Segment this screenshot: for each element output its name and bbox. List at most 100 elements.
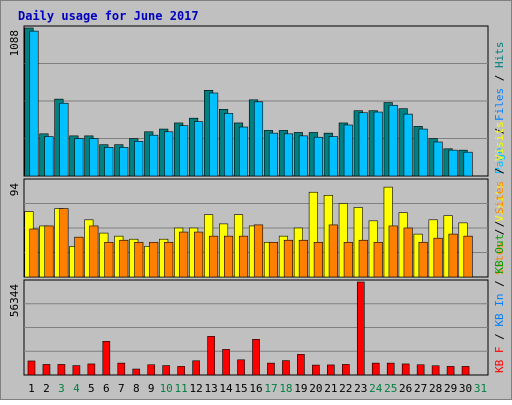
bar-pages-day-13: [209, 92, 219, 177]
bar-kbf-day-10: [162, 365, 170, 376]
x-tick-label: 10: [160, 382, 173, 395]
bar-pages-day-6: [104, 147, 114, 177]
bar-sites-day-18: [283, 239, 293, 278]
bar-kbf-day-27: [416, 364, 425, 376]
bar-pages-day-22: [343, 124, 353, 177]
bar-pages-day-2: [44, 136, 54, 177]
legend-part: KB In: [493, 294, 506, 327]
bar-pages-day-14: [224, 113, 234, 177]
bar-kbf-day-1: [27, 360, 36, 376]
bar-pages-day-18: [283, 133, 293, 177]
bar-pages-day-12: [194, 121, 204, 177]
x-tick-label: 23: [354, 382, 367, 395]
bar-sites-day-8: [134, 241, 144, 278]
bar-sites-day-22: [343, 241, 353, 278]
panel-visits-sites: 94 Sites / Visits: [8, 178, 506, 278]
bar-kbf-day-4: [72, 365, 81, 376]
bar-sites-day-9: [149, 241, 159, 278]
x-tick-label: 1: [28, 382, 35, 395]
bar-sites-day-24: [373, 241, 383, 278]
bar-pages-day-8: [134, 141, 144, 177]
bar-sites-day-1: [29, 228, 39, 278]
x-tick-label: 29: [444, 382, 457, 395]
x-tick-label: 12: [190, 382, 203, 395]
bar-visits-day-22: [338, 203, 348, 278]
y-max-label: 94: [8, 183, 21, 197]
bar-kbf-day-12: [192, 360, 200, 376]
bar-pages-day-26: [403, 113, 413, 177]
bar-kbf-day-14: [222, 349, 230, 376]
bar-kbf-day-19: [297, 354, 305, 376]
bar-sites-day-30: [463, 235, 473, 278]
legend-part: Files: [493, 88, 506, 121]
bar-sites-day-20: [313, 241, 323, 278]
x-tick-label: 26: [399, 382, 412, 395]
x-tick-label: 7: [118, 382, 125, 395]
y-max-label: 56344: [8, 284, 21, 317]
bar-pages-day-19: [298, 135, 308, 177]
x-tick-label: 16: [249, 382, 262, 395]
legend-part: Sites: [493, 242, 506, 275]
bar-kbf-day-28: [431, 365, 440, 376]
bar-kbf-day-17: [267, 362, 275, 376]
legend-part: /: [493, 68, 506, 88]
bar-pages-day-15: [238, 126, 249, 177]
x-tick-label: 13: [204, 382, 217, 395]
bar-sites-day-16: [253, 224, 264, 278]
x-tick-label: 21: [324, 382, 337, 395]
bar-kbf-day-18: [282, 360, 290, 376]
bar-kbf-day-25: [386, 362, 395, 376]
bar-pages-day-3: [59, 102, 69, 177]
x-tick-label: 6: [103, 382, 110, 395]
bar-kbf-day-13: [207, 336, 215, 376]
legend-label: Pages / Files / Hits: [493, 42, 506, 175]
bar-sites-day-2: [44, 225, 54, 278]
bar-sites-day-21: [328, 224, 338, 278]
bar-pages-day-7: [119, 147, 129, 177]
bar-sites-day-27: [418, 241, 428, 278]
bar-kbf-day-5: [87, 363, 96, 376]
x-tick-label: 9: [148, 382, 155, 395]
x-tick-label: 15: [234, 382, 247, 395]
bar-pages-day-11: [179, 125, 189, 177]
legend-part: /: [493, 161, 506, 181]
chart-panels: 1088 Pages / Files / Hits 94 Sites / Visits…: [8, 25, 506, 376]
legend-label: Sites / Visits: [493, 182, 506, 275]
bar-pages-day-17: [268, 132, 279, 177]
legend-part: /: [493, 121, 506, 141]
bar-pages-day-27: [418, 128, 428, 177]
bar-kbf-day-16: [252, 339, 260, 376]
bar-sites-day-5: [89, 225, 99, 278]
bar-sites-day-4: [74, 236, 84, 278]
legend-part: Pages: [493, 141, 506, 174]
bar-sites-day-3: [59, 208, 69, 278]
legend-part: /: [493, 327, 506, 347]
x-tick-label: 30: [459, 382, 472, 395]
bar-kbf-day-30: [461, 366, 470, 376]
bar-kbf-day-8: [132, 368, 141, 376]
x-tick-label: 4: [73, 382, 80, 395]
bar-pages-day-30: [463, 151, 473, 177]
bar-kbf-day-23: [356, 281, 365, 376]
bar-kbf-day-29: [446, 366, 455, 376]
bar-kbf-day-7: [117, 362, 126, 376]
chart-title: Daily usage for June 2017: [18, 9, 199, 23]
x-tick-label: 24: [369, 382, 383, 395]
x-tick-label: 14: [219, 382, 233, 395]
x-tick-label: 11: [175, 382, 188, 395]
bar-pages-day-29: [448, 149, 458, 177]
bar-sites-day-12: [194, 231, 204, 278]
x-tick-label: 28: [429, 382, 442, 395]
bar-kbf-day-22: [342, 364, 350, 376]
bar-pages-day-4: [74, 138, 84, 177]
bar-sites-day-10: [164, 241, 174, 278]
x-tick-label: 20: [309, 382, 322, 395]
bar-sites-day-11: [179, 231, 189, 278]
bar-sites-day-29: [448, 233, 458, 278]
x-tick-label: 8: [133, 382, 140, 395]
legend-part: KB Out: [493, 234, 506, 274]
legend-part: Sites: [493, 181, 506, 214]
bar-kbf-day-15: [237, 359, 245, 376]
bar-pages-day-28: [433, 141, 443, 177]
